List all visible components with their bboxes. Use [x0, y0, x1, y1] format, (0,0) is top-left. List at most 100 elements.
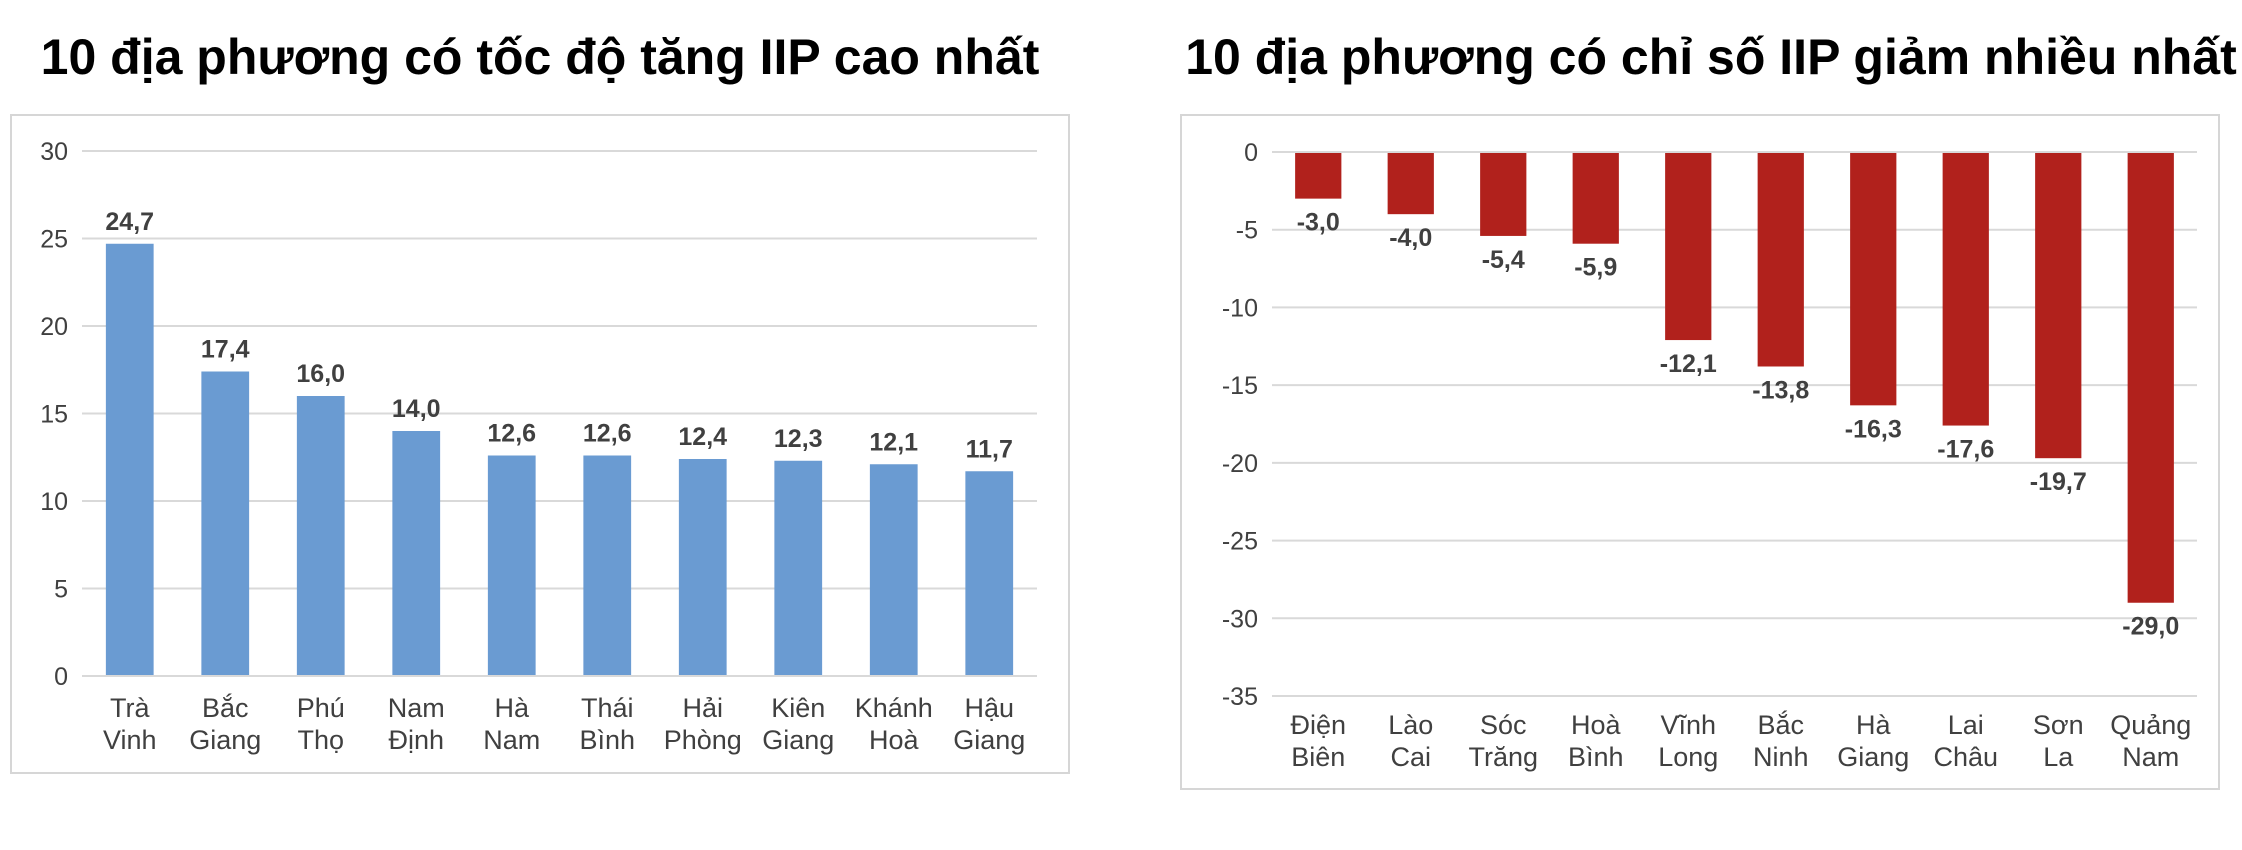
category-label: Hoà	[869, 725, 920, 755]
category-label: Sơn	[2033, 710, 2084, 740]
bar	[774, 460, 823, 676]
bar	[296, 396, 345, 676]
y-tick-label: 0	[1244, 139, 1258, 167]
data-label: -12,1	[1660, 350, 1717, 378]
bar	[392, 431, 441, 676]
bar	[965, 471, 1014, 676]
category-label: Điện	[1290, 710, 1346, 740]
category-label: Châu	[1933, 742, 1998, 772]
category-label: Thọ	[297, 725, 344, 755]
y-tick-label: -5	[1236, 217, 1258, 245]
bar	[105, 243, 154, 676]
y-tick-label: -25	[1222, 528, 1258, 556]
bar	[1480, 152, 1527, 236]
y-tick-label: -10	[1222, 294, 1258, 322]
bar	[2035, 152, 2082, 459]
category-label: Hậu	[964, 693, 1014, 723]
y-tick-label: 0	[54, 663, 68, 691]
y-tick-label: 30	[40, 138, 68, 166]
chart-title-left: 10 địa phương có tốc độ tăng IIP cao nhấ…	[40, 29, 1040, 85]
category-label: Lào	[1388, 710, 1433, 740]
chart-panel-left: 0 5 10 15 20 25 30 24,7 Trà Vinh 17,4 Bắc Giang 16,0 P…	[10, 114, 1070, 774]
data-label: 16,0	[296, 360, 345, 388]
chart-panel-right: 0 -5 -10 -15 -20 -25 -30 -35 -3,0 Điện Biên -4,0 Lào…	[1180, 114, 2220, 790]
category-label: Định	[388, 725, 444, 755]
y-tick-label: 25	[40, 226, 68, 254]
category-label: Giang	[1837, 742, 1909, 772]
category-label: Trà	[110, 693, 150, 723]
category-label: Nam	[388, 693, 445, 723]
category-label: Bình	[1568, 742, 1624, 772]
category-label: Hà	[1856, 710, 1891, 740]
category-label: Bắc	[1757, 709, 1804, 740]
data-label: -3,0	[1297, 209, 1340, 237]
bar	[1572, 152, 1619, 244]
y-tick-label: 20	[40, 313, 68, 341]
data-label: 12,1	[869, 428, 918, 456]
category-label: Nam	[2122, 742, 2179, 772]
data-label: -4,0	[1389, 224, 1432, 252]
y-tick-label: -30	[1222, 605, 1258, 633]
data-label: 12,3	[774, 425, 823, 453]
data-label: 17,4	[201, 336, 250, 364]
data-label: 11,7	[966, 435, 1013, 463]
category-label: Giang	[189, 725, 261, 755]
bar	[2127, 152, 2174, 603]
bar	[1295, 152, 1342, 199]
category-label: Thái	[581, 693, 634, 723]
data-label: -29,0	[2122, 613, 2179, 641]
chart-title-right: 10 địa phương có chỉ số IIP giảm nhiều n…	[1185, 29, 2237, 85]
category-label: Ninh	[1753, 742, 1809, 772]
category-label: Bắc	[202, 692, 249, 723]
bar	[678, 459, 727, 676]
data-label: -17,6	[1937, 436, 1994, 464]
category-label: Khánh	[855, 693, 933, 723]
category-label: Cai	[1390, 742, 1431, 772]
category-label: Biên	[1291, 742, 1345, 772]
category-label: Phú	[297, 693, 345, 723]
category-label: Nam	[483, 725, 540, 755]
data-label: 12,4	[678, 423, 727, 451]
bar	[1387, 152, 1434, 215]
category-label: Lai	[1948, 710, 1984, 740]
data-label: -13,8	[1752, 376, 1809, 404]
category-label: La	[2043, 742, 2074, 772]
category-label: Giang	[953, 725, 1025, 755]
bar	[487, 455, 536, 676]
y-tick-label: -15	[1222, 372, 1258, 400]
category-label: Quảng	[2110, 710, 2191, 740]
data-label: -5,4	[1482, 246, 1525, 274]
bar	[869, 464, 918, 676]
bar	[1665, 152, 1712, 341]
category-label: Vinh	[103, 725, 157, 755]
bar-chart-left: 05101520253024,7TràVinh17,4BắcGiang16,0P…	[40, 138, 1037, 755]
data-label: 24,7	[105, 208, 154, 236]
bar	[1757, 152, 1804, 367]
bar	[1942, 152, 1989, 426]
data-label: -5,9	[1574, 254, 1617, 282]
category-label: Vĩnh	[1660, 710, 1716, 740]
bar	[201, 371, 250, 676]
category-label: Giang	[762, 725, 834, 755]
category-label: Phòng	[664, 725, 742, 755]
bar	[1850, 152, 1897, 406]
data-label: 12,6	[583, 420, 632, 448]
data-label: -19,7	[2030, 468, 2087, 496]
y-tick-label: -35	[1222, 683, 1258, 711]
data-label: 12,6	[487, 420, 536, 448]
category-label: Bình	[579, 725, 635, 755]
category-label: Kiên	[771, 693, 825, 723]
y-tick-label: 15	[40, 401, 68, 429]
y-tick-label: 10	[40, 488, 68, 516]
bar	[583, 455, 632, 676]
y-tick-label: -20	[1222, 450, 1258, 478]
category-label: Long	[1658, 742, 1718, 772]
category-label: Sóc	[1480, 710, 1527, 740]
data-label: 14,0	[392, 395, 441, 423]
category-label: Hoà	[1571, 710, 1622, 740]
y-tick-label: 5	[54, 576, 68, 604]
data-label: -16,3	[1845, 415, 1902, 443]
category-label: Hải	[682, 693, 723, 723]
category-label: Hà	[494, 693, 529, 723]
